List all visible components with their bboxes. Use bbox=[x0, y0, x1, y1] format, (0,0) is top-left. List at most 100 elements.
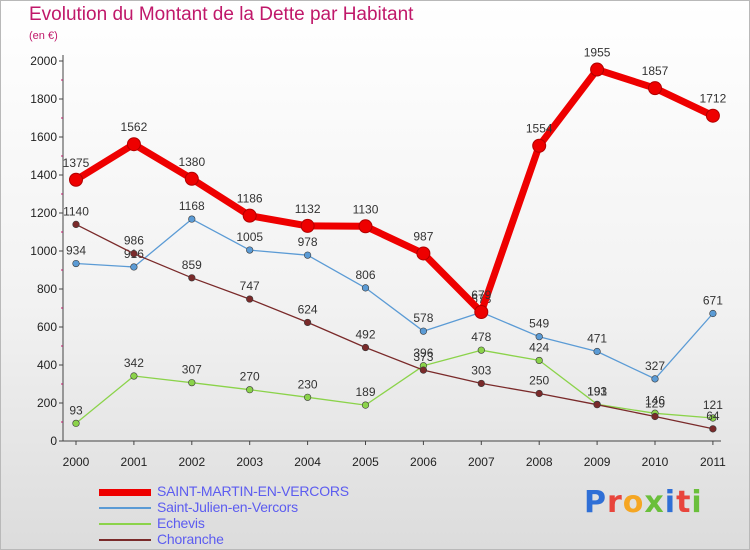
data-point bbox=[709, 309, 717, 318]
legend-label: SAINT-MARTIN-EN-VERCORS bbox=[157, 483, 349, 499]
y-tick-label: 600 bbox=[37, 320, 57, 334]
x-tick-label: 2004 bbox=[294, 455, 321, 469]
brand-letter: i bbox=[664, 485, 677, 520]
axes: 0 200 400 600 800 1000 1200 1400 1600 1800 2000 200… bbox=[30, 54, 726, 469]
x-tick-label: 2005 bbox=[352, 455, 379, 469]
data-label: 1380 bbox=[178, 155, 205, 169]
data-label: 1375 bbox=[63, 156, 90, 170]
x-tick-label: 2001 bbox=[121, 455, 148, 469]
chart-subtitle: (en €) bbox=[29, 30, 58, 42]
data-point bbox=[590, 62, 605, 77]
data-point bbox=[130, 250, 138, 258]
legend-label: Echevis bbox=[157, 515, 205, 531]
data-point bbox=[651, 412, 659, 421]
data-label: 471 bbox=[587, 332, 607, 346]
series-2: 93 342 307 270 230 189 396 478 424 193 146 121 bbox=[69, 330, 723, 427]
series-1: 93491611681005978806578678549471327671 bbox=[66, 199, 723, 383]
series-layer: 9349161168100597880657867854947132767193… bbox=[63, 46, 727, 433]
data-label: 478 bbox=[471, 330, 491, 344]
legend-label: Choranche bbox=[157, 531, 224, 547]
y-tick-label: 400 bbox=[37, 358, 57, 372]
data-point bbox=[474, 304, 489, 319]
series-3: 1140 986 859 747 624 492 373 303 250 191 129 64 bbox=[63, 204, 720, 433]
data-point bbox=[419, 327, 428, 335]
data-point bbox=[188, 215, 196, 223]
x-tick-label: 2000 bbox=[63, 455, 90, 469]
legend-swatch bbox=[99, 523, 151, 525]
data-point bbox=[477, 346, 485, 354]
brand-letter: i bbox=[691, 485, 703, 520]
data-point bbox=[358, 219, 373, 234]
x-tick-label: 2011 bbox=[700, 455, 726, 469]
data-label: 193 bbox=[587, 384, 607, 398]
data-point bbox=[304, 393, 312, 401]
data-label: 549 bbox=[529, 317, 549, 331]
series-line bbox=[72, 66, 717, 316]
x-tick-label: 2009 bbox=[584, 455, 611, 469]
data-point bbox=[246, 246, 254, 254]
data-point bbox=[648, 81, 662, 96]
data-label: 64 bbox=[706, 409, 720, 423]
data-label: 578 bbox=[413, 311, 433, 325]
data-label: 146 bbox=[645, 393, 665, 407]
data-label: 327 bbox=[645, 359, 665, 373]
x-tick-label: 2008 bbox=[526, 455, 553, 469]
data-label: 93 bbox=[69, 403, 83, 417]
y-tick-label: 800 bbox=[37, 282, 57, 296]
data-point bbox=[130, 263, 138, 271]
data-point bbox=[532, 138, 547, 153]
data-label: 859 bbox=[182, 258, 202, 272]
x-tick-label: 2003 bbox=[236, 455, 263, 469]
data-label: 934 bbox=[66, 244, 86, 258]
data-point bbox=[304, 251, 312, 259]
series-0: 1375 1562 1380 1186 1132 1130 987 679 1554 1955 18… bbox=[63, 46, 727, 319]
legend-swatch bbox=[99, 488, 151, 496]
data-label: 1955 bbox=[584, 46, 611, 60]
data-point bbox=[130, 372, 138, 380]
data-label: 747 bbox=[240, 279, 260, 293]
y-tick-label: 1400 bbox=[30, 168, 57, 182]
data-point bbox=[419, 366, 428, 374]
data-label: 492 bbox=[355, 328, 375, 342]
brand-letter: r bbox=[607, 485, 623, 520]
brand-letter: x bbox=[644, 485, 665, 520]
data-label: 373 bbox=[413, 350, 433, 364]
data-label: 189 bbox=[355, 385, 375, 399]
data-point bbox=[361, 401, 370, 409]
data-point bbox=[705, 108, 720, 123]
brand-letter: t bbox=[676, 485, 692, 520]
data-label: 1168 bbox=[179, 199, 205, 213]
data-label: 1712 bbox=[700, 92, 727, 106]
y-tick-label: 1000 bbox=[30, 244, 57, 258]
data-point bbox=[535, 389, 543, 398]
brand-logo: Proxiti bbox=[584, 485, 703, 520]
series-line bbox=[75, 349, 714, 424]
data-point bbox=[535, 333, 543, 341]
series-line bbox=[75, 223, 714, 430]
data-label: 1130 bbox=[353, 202, 379, 216]
data-label: 671 bbox=[703, 294, 723, 308]
data-point bbox=[304, 318, 312, 327]
data-point bbox=[246, 386, 254, 394]
data-label: 191 bbox=[587, 385, 607, 399]
data-point bbox=[477, 379, 485, 388]
data-point bbox=[535, 356, 543, 365]
data-label: 624 bbox=[298, 302, 318, 316]
data-label: 1562 bbox=[121, 120, 148, 134]
data-point bbox=[416, 246, 431, 261]
data-label: 1554 bbox=[526, 122, 553, 136]
data-point bbox=[242, 208, 257, 223]
data-point bbox=[593, 401, 601, 409]
data-label: 978 bbox=[298, 235, 318, 249]
x-tick-label: 2007 bbox=[468, 455, 495, 469]
legend-label: Saint-Julien-en-Vercors bbox=[157, 499, 298, 515]
data-label: 129 bbox=[645, 396, 665, 410]
data-point bbox=[361, 343, 370, 352]
data-label: 679 bbox=[471, 288, 491, 302]
data-label: 1186 bbox=[237, 192, 263, 206]
data-label: 424 bbox=[529, 340, 549, 354]
data-point bbox=[709, 425, 717, 433]
brand-letter: o bbox=[622, 485, 645, 520]
